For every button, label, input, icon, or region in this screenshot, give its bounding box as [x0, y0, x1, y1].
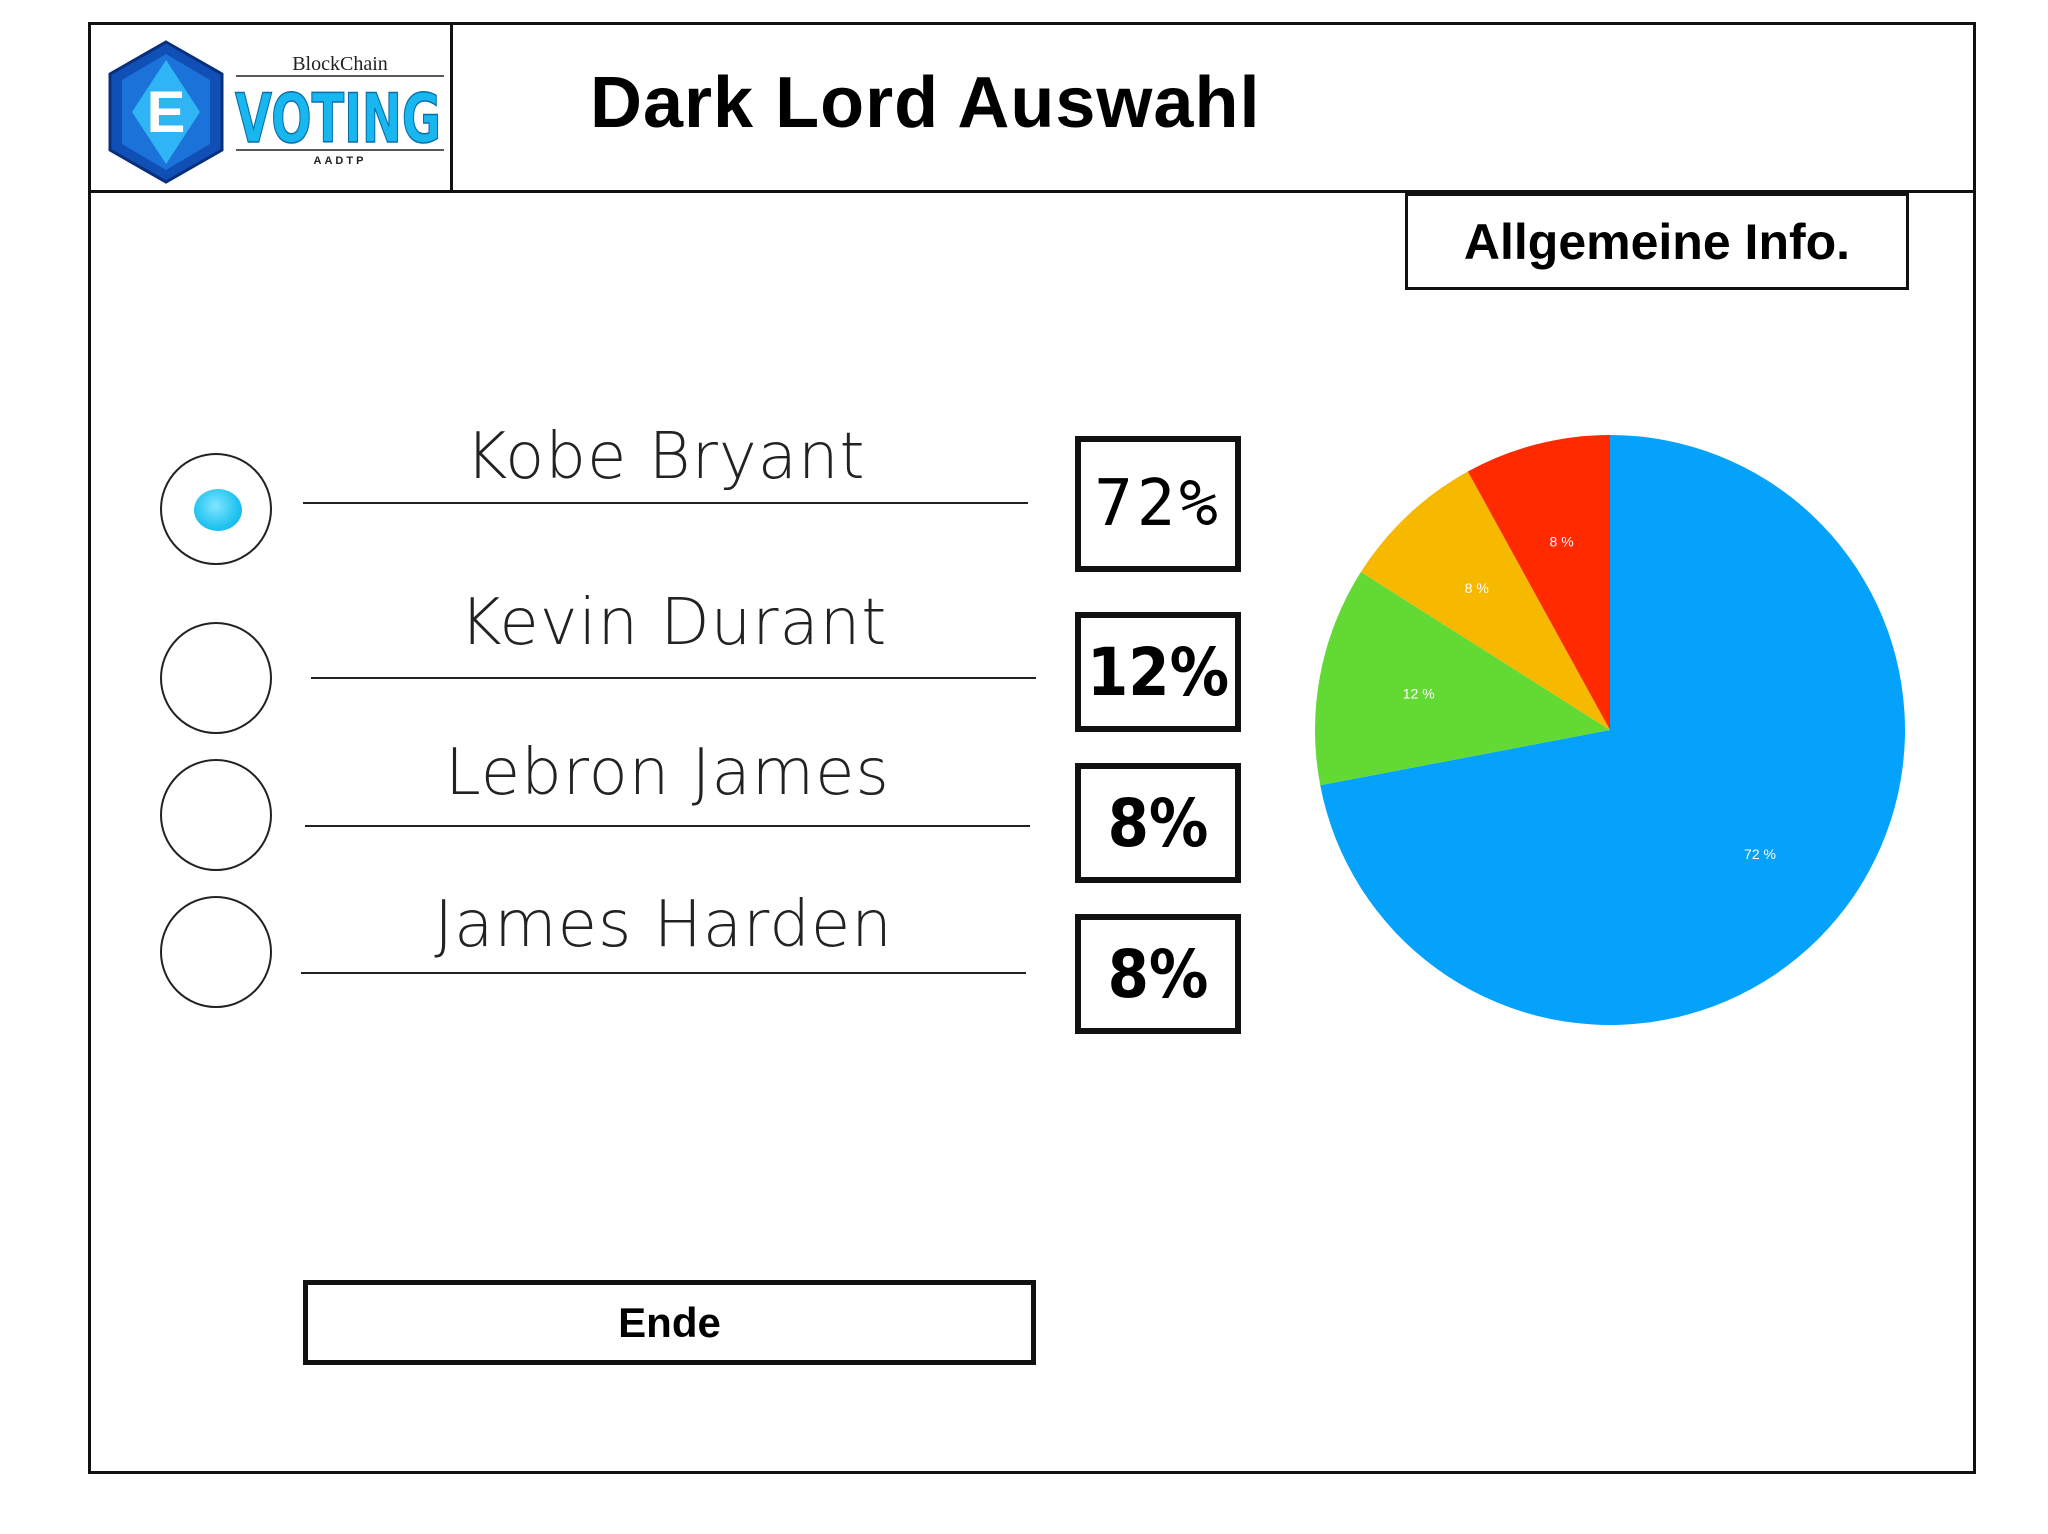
header-divider [88, 190, 1976, 193]
candidate-underline [303, 502, 1028, 504]
pie-slice [1315, 571, 1610, 786]
blockchain-voting-logo: E BlockChain VOTING AADTP [108, 40, 444, 184]
svg-text:VOTING: VOTING [235, 80, 441, 159]
candidate-underline [311, 677, 1036, 679]
pie-slice-label: 72 % [1744, 846, 1776, 862]
radio-kevin-durant[interactable] [160, 622, 272, 734]
radio-james-harden[interactable] [160, 896, 272, 1008]
pie-slice-label: 8 % [1465, 580, 1489, 596]
radio-lebron-james[interactable] [160, 759, 272, 871]
pie-slice [1360, 471, 1610, 730]
candidate-underline [301, 972, 1026, 974]
radio-kobe-bryant[interactable] [160, 453, 272, 565]
vote-percent-box: 8% [1075, 763, 1241, 883]
page-title: Dark Lord Auswahl [590, 63, 1261, 143]
candidate-name: Kevin Durant [459, 586, 888, 660]
candidate-name: James Harden [434, 888, 893, 962]
svg-text:AADTP: AADTP [314, 155, 367, 167]
vote-percent-box: 8% [1075, 914, 1241, 1034]
vote-percent-box: 12% [1075, 612, 1241, 732]
vote-pie-chart: 72 % 12 % 8 % 8 % [1315, 435, 1905, 1025]
candidate-name: Kobe Bryant [465, 420, 866, 494]
candidate-name: Lebron James [445, 736, 890, 810]
logo-divider [450, 22, 453, 192]
end-button[interactable]: Ende [303, 1280, 1036, 1365]
pie-slice-label: 8 % [1550, 533, 1574, 549]
vote-percent-box: 72% [1075, 436, 1241, 572]
candidate-underline [305, 825, 1030, 827]
general-info-button[interactable]: Allgemeine Info. [1405, 193, 1909, 290]
main-window [88, 22, 1976, 1474]
svg-text:BlockChain: BlockChain [292, 53, 388, 75]
pie-slice [1320, 435, 1905, 1025]
radio-selected-dot [194, 489, 242, 531]
pie-slice [1467, 435, 1610, 730]
pie-slice-label: 12 % [1403, 686, 1435, 702]
svg-text:E: E [147, 80, 186, 145]
